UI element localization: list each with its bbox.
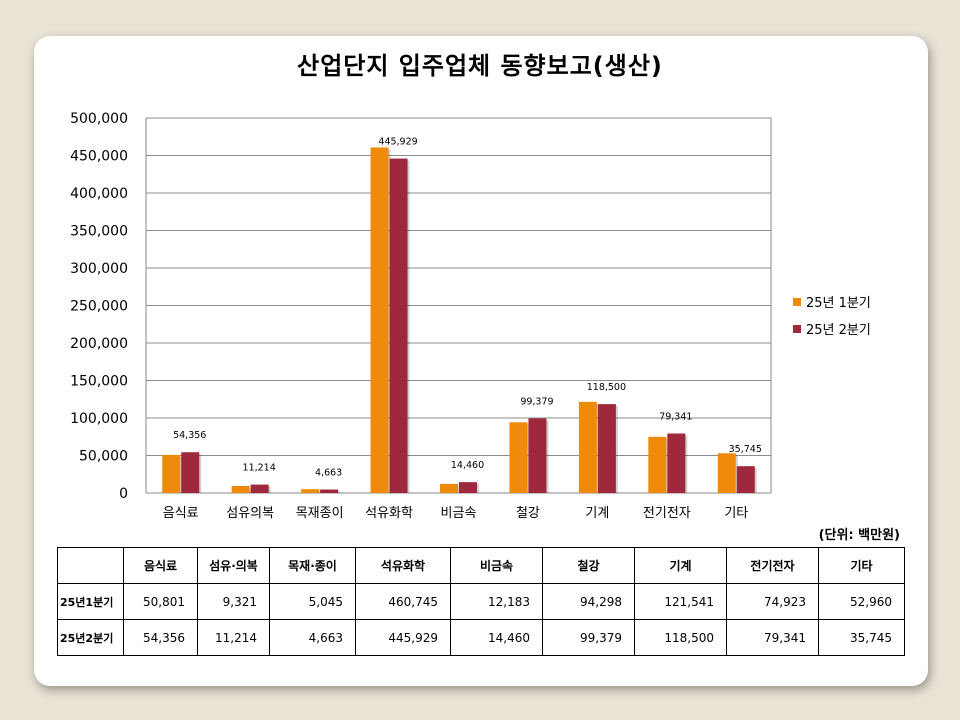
bar-series1	[301, 489, 320, 493]
gridlines	[145, 117, 772, 494]
data-label: 14,460	[451, 460, 484, 471]
table-cell: 94,298	[542, 583, 635, 620]
x-tick-label: 철강	[516, 506, 540, 521]
bar-series2	[597, 404, 616, 493]
bar-series1	[717, 453, 736, 493]
table-row: 25년2분기 54,356 11,214 4,663 445,929 14,46…	[57, 619, 905, 656]
bar-series1	[509, 422, 528, 493]
chart-title: 산업단지 입주업체 동향보고(생산)	[297, 52, 663, 80]
unit-label: (단위: 백만원)	[818, 528, 900, 543]
y-tick-label: 400,000	[70, 186, 128, 202]
table-cell: 121,541	[634, 583, 727, 620]
bar-series1	[231, 486, 250, 493]
table-cell: 12,183	[450, 583, 543, 620]
table-cell: 5,045	[269, 583, 356, 620]
table-row: 25년1분기 50,801 9,321 5,045 460,745 12,183…	[57, 583, 905, 620]
y-tick-label: 100,000	[70, 411, 128, 427]
row-label: 25년1분기	[57, 583, 124, 620]
y-tick-label: 150,000	[70, 374, 128, 390]
table-cell: 79,341	[726, 619, 819, 656]
table-header: 목재·종이	[269, 547, 356, 584]
table-cell: 4,663	[269, 619, 356, 656]
bar-series1	[162, 454, 181, 493]
y-tick-label: 450,000	[70, 149, 128, 165]
bar-series2	[181, 452, 200, 493]
row-label: 25년2분기	[57, 619, 124, 656]
table-cell: 99,379	[542, 619, 635, 656]
legend: 25년 1분기 25년 2분기	[793, 296, 871, 338]
bar-series1	[440, 483, 458, 493]
table-header: 철강	[542, 547, 635, 584]
bar-series2	[736, 466, 755, 493]
table-cell: 35,745	[818, 619, 905, 656]
table-header-row: 음식료 섬유·의복 목재·종이 석유화학 비금속 철강 기계 전기전자 기타	[57, 547, 905, 584]
bars	[162, 147, 757, 493]
x-axis-ticks: 음식료 섬유의복 목재종이 석유화학 비금속 철강 기계 전기전자 기타	[163, 506, 748, 521]
table-cell: 14,460	[450, 619, 543, 656]
data-label: 445,929	[378, 137, 417, 148]
table-cell: 9,321	[197, 583, 270, 620]
legend-label: 25년 1분기	[806, 296, 871, 311]
bar-series2	[528, 418, 547, 493]
table-cell: 118,500	[634, 619, 727, 656]
bar-series2	[667, 433, 686, 493]
table-cell: 52,960	[818, 583, 905, 620]
y-tick-label: 300,000	[70, 261, 128, 277]
table-cell: 11,214	[197, 619, 270, 656]
table-header: 석유화학	[355, 547, 451, 584]
table-cell: 460,745	[355, 583, 451, 620]
x-tick-label: 목재종이	[296, 506, 344, 521]
legend-label: 25년 2분기	[806, 323, 871, 338]
table-header: 음식료	[123, 547, 198, 584]
table-cell: 445,929	[355, 619, 451, 656]
bar-series2	[320, 489, 339, 493]
y-tick-label: 250,000	[70, 299, 128, 315]
table-header: 전기전자	[726, 547, 819, 584]
x-tick-label: 음식료	[163, 506, 199, 521]
x-tick-label: 섬유의복	[226, 506, 274, 521]
data-label: 99,379	[520, 396, 553, 407]
table-header: 기타	[818, 547, 905, 584]
data-label: 118,500	[587, 382, 626, 393]
data-label: 35,745	[729, 444, 762, 455]
x-tick-label: 기타	[724, 506, 748, 521]
y-tick-label: 0	[119, 486, 128, 502]
data-label: 79,341	[659, 411, 692, 422]
y-tick-label: 200,000	[70, 336, 128, 352]
data-table: 음식료 섬유·의복 목재·종이 석유화학 비금속 철강 기계 전기전자 기타 2…	[57, 547, 905, 656]
bar-series1	[578, 401, 597, 493]
data-label: 11,214	[243, 463, 276, 474]
y-tick-label: 50,000	[79, 449, 128, 465]
table-corner	[57, 547, 124, 584]
data-label: 54,356	[173, 430, 206, 441]
y-tick-label: 500,000	[70, 111, 128, 127]
table-cell: 74,923	[726, 583, 819, 620]
x-tick-label: 기계	[585, 506, 609, 521]
bar-series2	[459, 482, 477, 493]
table-header: 기계	[634, 547, 727, 584]
data-label: 4,663	[315, 468, 342, 479]
x-tick-label: 전기전자	[643, 506, 691, 521]
legend-swatch	[793, 325, 801, 333]
table-header: 섬유·의복	[197, 547, 270, 584]
legend-swatch	[793, 298, 801, 306]
y-tick-label: 350,000	[70, 224, 128, 240]
y-axis-ticks: 0 50,000 100,000 150,000 200,000 250,000 300,0…	[70, 111, 128, 502]
x-tick-label: 비금속	[441, 506, 477, 521]
x-tick-label: 석유화학	[365, 506, 413, 521]
bar-series1	[648, 436, 667, 493]
bar-series2	[250, 484, 269, 493]
bar-series2	[389, 158, 408, 493]
bar-series1	[370, 147, 389, 493]
table-cell: 54,356	[123, 619, 198, 656]
table-header: 비금속	[450, 547, 543, 584]
table-cell: 50,801	[123, 583, 198, 620]
data-labels: 54,356 11,214 4,663 445,929 14,460 99,379 118,…	[173, 137, 762, 479]
